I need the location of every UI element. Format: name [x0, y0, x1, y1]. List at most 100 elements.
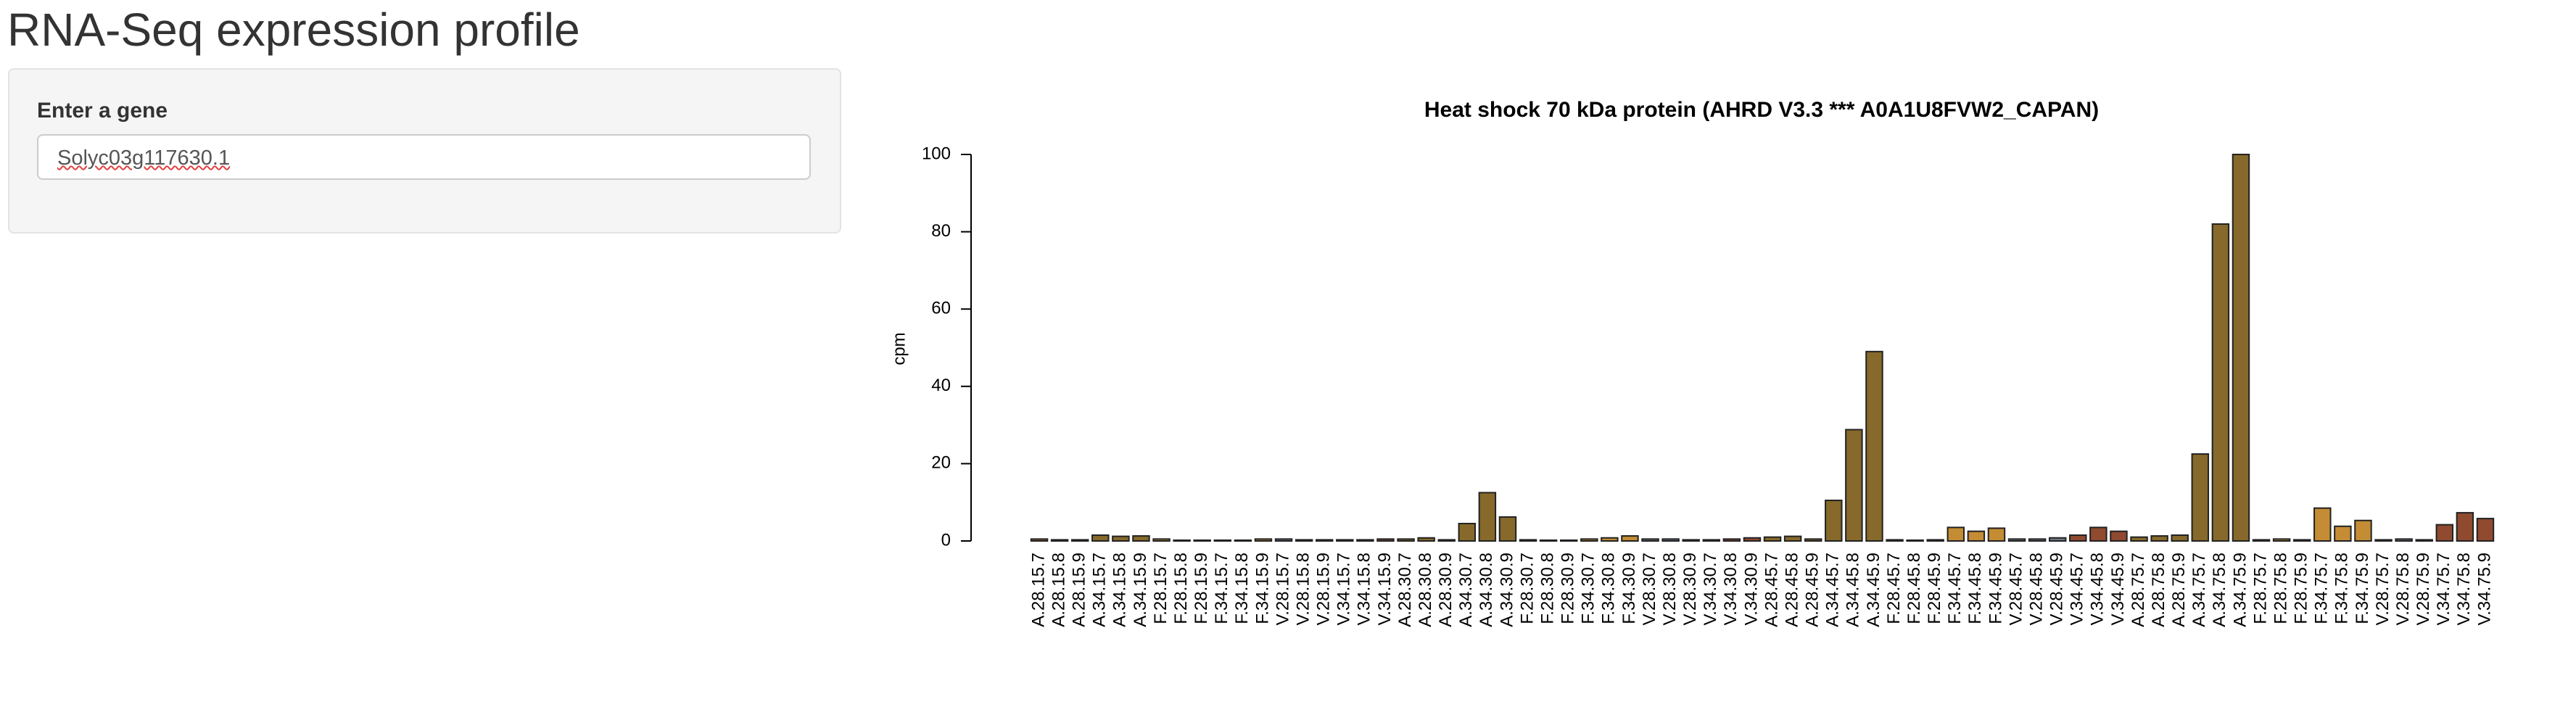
x-tick-label: V.34.75.8 — [2454, 553, 2474, 626]
bar — [1376, 538, 1395, 542]
bar — [2415, 539, 2433, 542]
bar — [2292, 539, 2311, 542]
x-tick-label: V.34.30.9 — [1741, 553, 1761, 626]
bar — [2374, 539, 2393, 542]
bar — [1437, 539, 1456, 542]
x-tick-label: A.34.45.8 — [1844, 553, 1863, 627]
x-tick-label: A.28.30.8 — [1416, 553, 1435, 627]
bar — [1804, 538, 1822, 542]
bar — [1926, 539, 1944, 542]
x-tick-label: A.34.15.7 — [1090, 553, 1110, 627]
x-tick-label: V.28.75.9 — [2414, 553, 2433, 626]
bar — [1458, 523, 1477, 542]
x-tick-label: V.34.45.9 — [2108, 553, 2128, 626]
bar — [1559, 539, 1578, 542]
bar — [2069, 534, 2087, 542]
x-tick-label: F.28.15.7 — [1151, 553, 1171, 624]
bar — [1295, 539, 1313, 542]
x-tick-label: V.34.75.7 — [2434, 553, 2453, 626]
bar — [2191, 453, 2210, 542]
x-tick-label: F.28.30.9 — [1559, 553, 1578, 624]
bar — [1070, 539, 1089, 542]
bar — [1641, 538, 1659, 542]
bar — [1987, 527, 2006, 542]
x-tick-label: F.34.15.9 — [1252, 553, 1272, 624]
x-tick-label: V.28.30.8 — [1660, 553, 1680, 626]
y-tick-label: 20 — [931, 453, 951, 473]
bar — [1132, 535, 1150, 542]
bar — [1478, 492, 1497, 542]
bar — [2313, 507, 2332, 542]
x-tick-label: V.28.30.9 — [1680, 553, 1700, 626]
bar — [1173, 539, 1191, 542]
bar — [2150, 535, 2168, 542]
bar — [2232, 154, 2250, 542]
gene-input[interactable]: Solyc03g117630.1 — [37, 134, 811, 180]
bar — [1886, 539, 1904, 542]
x-tick-label: F.28.45.8 — [1904, 553, 1924, 624]
x-tick-label: A.28.45.8 — [1782, 553, 1801, 627]
input-label: Enter a gene — [37, 99, 168, 123]
bar — [1682, 539, 1700, 542]
bar — [1193, 539, 1211, 542]
bar — [1152, 538, 1171, 542]
x-tick-label: F.34.30.9 — [1619, 553, 1639, 624]
x-tick-label: V.28.15.7 — [1273, 553, 1292, 626]
x-tick-label: A.28.45.7 — [1762, 553, 1781, 627]
bar — [2130, 536, 2148, 542]
bar — [1763, 536, 1782, 542]
bar — [1865, 350, 1883, 542]
x-tick-label: F.28.75.9 — [2292, 553, 2311, 624]
bar — [2007, 538, 2026, 542]
x-tick-label: F.28.15.9 — [1192, 553, 1211, 624]
x-tick-label: A.34.75.8 — [2210, 553, 2229, 627]
bar — [2171, 534, 2189, 542]
bar — [1661, 538, 1680, 542]
bar — [2252, 539, 2271, 542]
x-tick-label: A.28.75.7 — [2129, 553, 2148, 627]
bar — [2435, 524, 2454, 542]
bar — [2089, 526, 2108, 542]
page-title: RNA-Seq expression profile — [7, 4, 580, 56]
x-tick-label: A.28.75.9 — [2169, 553, 2189, 627]
x-tick-label: F.28.45.7 — [1884, 553, 1904, 624]
x-tick-label: V.28.45.8 — [2026, 553, 2046, 626]
bar — [2354, 519, 2372, 542]
x-tick-label: F.34.30.8 — [1599, 553, 1619, 624]
x-tick-label: V.28.15.9 — [1314, 553, 1334, 626]
y-tick-label: 60 — [931, 299, 951, 318]
bar — [1356, 539, 1374, 542]
chart-title: Heat shock 70 kDa protein (AHRD V3.3 ***… — [1424, 98, 2099, 122]
bar — [2476, 518, 2495, 542]
x-tick-label: V.34.30.8 — [1721, 553, 1741, 626]
x-tick-label: F.28.15.8 — [1171, 553, 1191, 624]
bar — [1274, 538, 1293, 542]
y-tick-label: 0 — [941, 530, 951, 550]
bar — [1234, 539, 1252, 542]
x-tick-label: A.28.15.7 — [1028, 553, 1048, 627]
bar — [1580, 538, 1598, 542]
x-tick-label: F.34.75.9 — [2353, 553, 2372, 624]
x-tick-label: A.34.30.8 — [1477, 553, 1496, 627]
bar — [1336, 539, 1354, 542]
x-tick-label: V.34.75.9 — [2474, 553, 2494, 626]
bar — [1213, 539, 1232, 542]
x-tick-label: F.28.30.8 — [1537, 553, 1557, 624]
x-tick-label: A.34.30.9 — [1497, 553, 1516, 627]
x-tick-label: F.34.75.8 — [2332, 553, 2352, 624]
x-tick-label: A.28.15.9 — [1070, 553, 1089, 627]
bar — [1254, 538, 1273, 542]
bar — [1498, 516, 1517, 542]
x-tick-label: F.28.75.8 — [2271, 553, 2290, 624]
x-tick-label: F.28.45.9 — [1925, 553, 1944, 624]
x-tick-label: A.34.75.9 — [2230, 553, 2250, 627]
bar — [2456, 512, 2474, 542]
x-tick-label: F.28.75.7 — [2250, 553, 2270, 624]
bar — [2048, 537, 2067, 542]
input-value: Solyc03g117630.1 — [57, 146, 231, 170]
y-axis-label: cpm — [889, 332, 909, 365]
bar — [1783, 535, 1802, 542]
bar — [2110, 530, 2128, 542]
